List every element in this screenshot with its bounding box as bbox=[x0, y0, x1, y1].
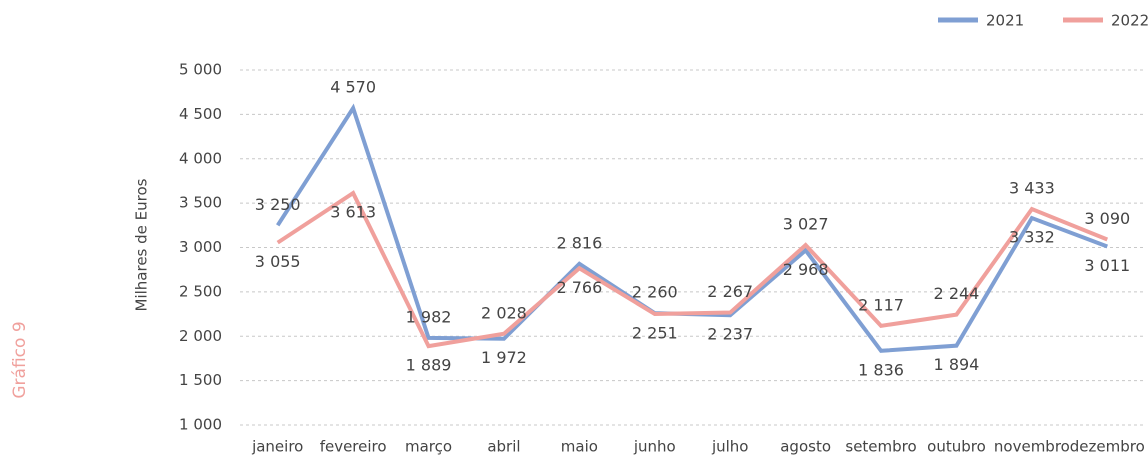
data-label: 2 816 bbox=[556, 233, 602, 252]
y-axis-label: Milhares de Euros bbox=[133, 178, 151, 311]
x-tick-label: maio bbox=[561, 438, 598, 456]
y-tick-label: 2 500 bbox=[179, 282, 222, 300]
x-tick-label: abril bbox=[487, 438, 520, 456]
series-line bbox=[276, 190, 1109, 349]
y-tick-label: 1 000 bbox=[179, 416, 222, 434]
data-label: 1 836 bbox=[858, 360, 904, 379]
data-label: 2 251 bbox=[632, 323, 678, 342]
legend-label: 2021 bbox=[986, 12, 1024, 30]
data-label: 3 090 bbox=[1084, 209, 1130, 228]
legend-label: 2022 bbox=[1111, 12, 1148, 30]
y-tick-label: 5 000 bbox=[179, 61, 222, 79]
x-tick-label: dezembro bbox=[1070, 438, 1145, 456]
data-label: 1 894 bbox=[934, 355, 980, 374]
data-label: 2 968 bbox=[783, 260, 829, 279]
data-label: 3 332 bbox=[1009, 228, 1055, 247]
x-tick-label: setembro bbox=[845, 438, 916, 456]
data-label: 3 250 bbox=[255, 195, 301, 214]
data-label: 2 260 bbox=[632, 283, 678, 302]
data-label: 1 972 bbox=[481, 348, 527, 367]
x-tick-label: janeiro bbox=[251, 438, 303, 456]
x-tick-label: novembro bbox=[994, 438, 1070, 456]
data-label: 4 570 bbox=[330, 78, 376, 97]
y-tick-label: 3 000 bbox=[179, 238, 222, 256]
data-label: 1 889 bbox=[406, 356, 452, 375]
y-tick-label: 1 500 bbox=[179, 371, 222, 389]
x-tick-label: julho bbox=[711, 438, 749, 456]
data-label: 3 027 bbox=[783, 215, 829, 234]
y-tick-label: 3 500 bbox=[179, 194, 222, 212]
y-tick-label: 2 000 bbox=[179, 327, 222, 345]
data-label: 3 011 bbox=[1084, 256, 1130, 275]
data-label: 1 982 bbox=[406, 307, 452, 326]
data-label: 3 433 bbox=[1009, 179, 1055, 198]
data-label: 2 766 bbox=[556, 278, 602, 297]
data-label: 2 117 bbox=[858, 295, 904, 314]
x-tick-label: março bbox=[405, 438, 452, 456]
data-label: 2 244 bbox=[934, 284, 980, 303]
x-tick-label: fevereiro bbox=[320, 438, 387, 456]
data-label: 2 267 bbox=[707, 282, 753, 301]
side-label: Gráfico 9 bbox=[10, 321, 30, 398]
data-label: 2 237 bbox=[707, 325, 753, 344]
data-label: 3 055 bbox=[255, 252, 301, 271]
y-tick-label: 4 500 bbox=[179, 105, 222, 123]
y-tick-label: 4 000 bbox=[179, 149, 222, 167]
data-label: 2 028 bbox=[481, 303, 527, 322]
data-label: 3 613 bbox=[330, 203, 376, 222]
x-tick-label: agosto bbox=[780, 438, 831, 456]
x-tick-label: junho bbox=[633, 438, 676, 456]
x-tick-label: outubro bbox=[927, 438, 986, 456]
